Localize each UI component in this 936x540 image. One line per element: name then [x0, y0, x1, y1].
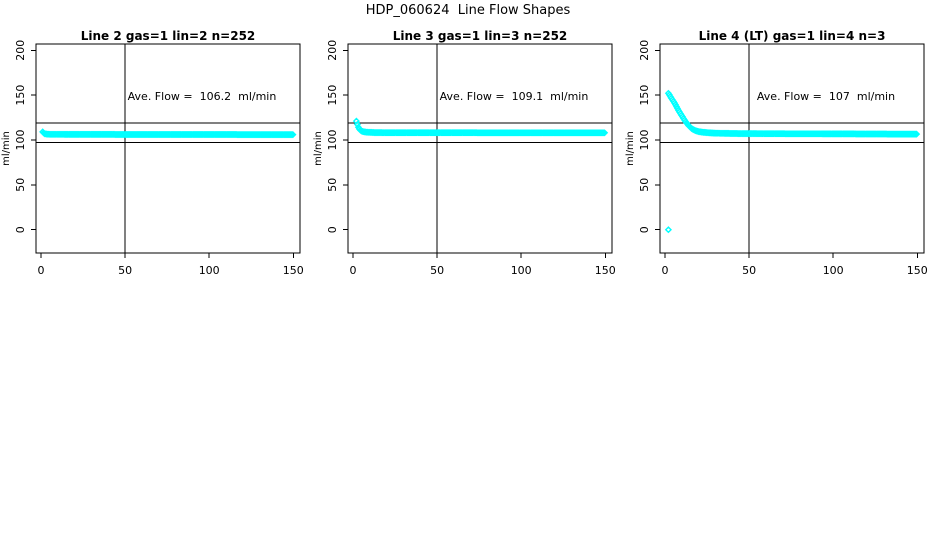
panel-1-plot: 0 50 100 150 200 0 50 100 150 ml/min — [1, 40, 304, 277]
x-tick-label: 100 — [511, 264, 532, 277]
y-axis-label: ml/min — [313, 131, 324, 166]
panel-3-ave-flow-annotation: Ave. Flow = 107 ml/min — [756, 90, 896, 103]
plot-box — [35, 43, 301, 254]
y-tick-label: 100 — [638, 130, 651, 151]
figure-title: HDP_060624 Line Flow Shapes — [365, 3, 571, 18]
y-tick-label: 0 — [326, 226, 339, 233]
y-axis-label: ml/min — [625, 131, 636, 166]
axes — [31, 43, 301, 258]
panel-2-plot: 0 50 100 150 200 0 50 100 150 ml/min — [313, 40, 616, 277]
y-tick-label: 0 — [638, 226, 651, 233]
axes — [655, 43, 925, 258]
y-tick-label: 200 — [14, 40, 27, 61]
x-tick-label: 0 — [350, 264, 357, 277]
panel-3-plot: 0 50 100 150 200 0 50 100 150 ml/min — [625, 40, 928, 277]
flow-data-points — [664, 89, 921, 234]
x-tick-label: 100 — [199, 264, 220, 277]
panel-2-title: Line 3 gas=1 lin=3 n=252 — [392, 29, 568, 43]
y-tick-label: 0 — [14, 226, 27, 233]
y-tick-label: 200 — [638, 40, 651, 61]
y-tick-label: 150 — [326, 85, 339, 106]
plot-box — [347, 43, 613, 254]
panel-3-title: Line 4 (LT) gas=1 lin=4 n=3 — [698, 29, 886, 43]
x-tick-label: 0 — [38, 264, 45, 277]
x-tick-label: 50 — [742, 264, 756, 277]
x-tick-label: 0 — [662, 264, 669, 277]
y-tick-label: 50 — [14, 178, 27, 192]
y-tick-label: 150 — [638, 85, 651, 106]
x-tick-label: 150 — [595, 264, 616, 277]
y-tick-label: 150 — [14, 85, 27, 106]
x-tick-label: 50 — [118, 264, 132, 277]
y-tick-label: 50 — [638, 178, 651, 192]
plots-layer: 0 50 100 150 200 0 50 100 150 ml/min 0 50 100 150 200 0… — [1, 40, 928, 277]
x-tick-label: 150 — [907, 264, 928, 277]
y-tick-label: 100 — [14, 130, 27, 151]
flow-data-points — [39, 128, 297, 139]
axes — [343, 43, 613, 258]
panel-1-title: Line 2 gas=1 lin=2 n=252 — [80, 29, 256, 43]
flow-data-points — [352, 117, 609, 137]
x-tick-label: 150 — [283, 264, 304, 277]
panel-1-ave-flow-annotation: Ave. Flow = 106.2 ml/min — [127, 90, 277, 103]
y-axis-label: ml/min — [1, 131, 12, 166]
y-tick-label: 200 — [326, 40, 339, 61]
y-tick-label: 100 — [326, 130, 339, 151]
panel-2-ave-flow-annotation: Ave. Flow = 109.1 ml/min — [439, 90, 589, 103]
plot-box — [659, 43, 925, 254]
x-tick-label: 50 — [430, 264, 444, 277]
x-tick-label: 100 — [823, 264, 844, 277]
y-tick-label: 50 — [326, 178, 339, 192]
